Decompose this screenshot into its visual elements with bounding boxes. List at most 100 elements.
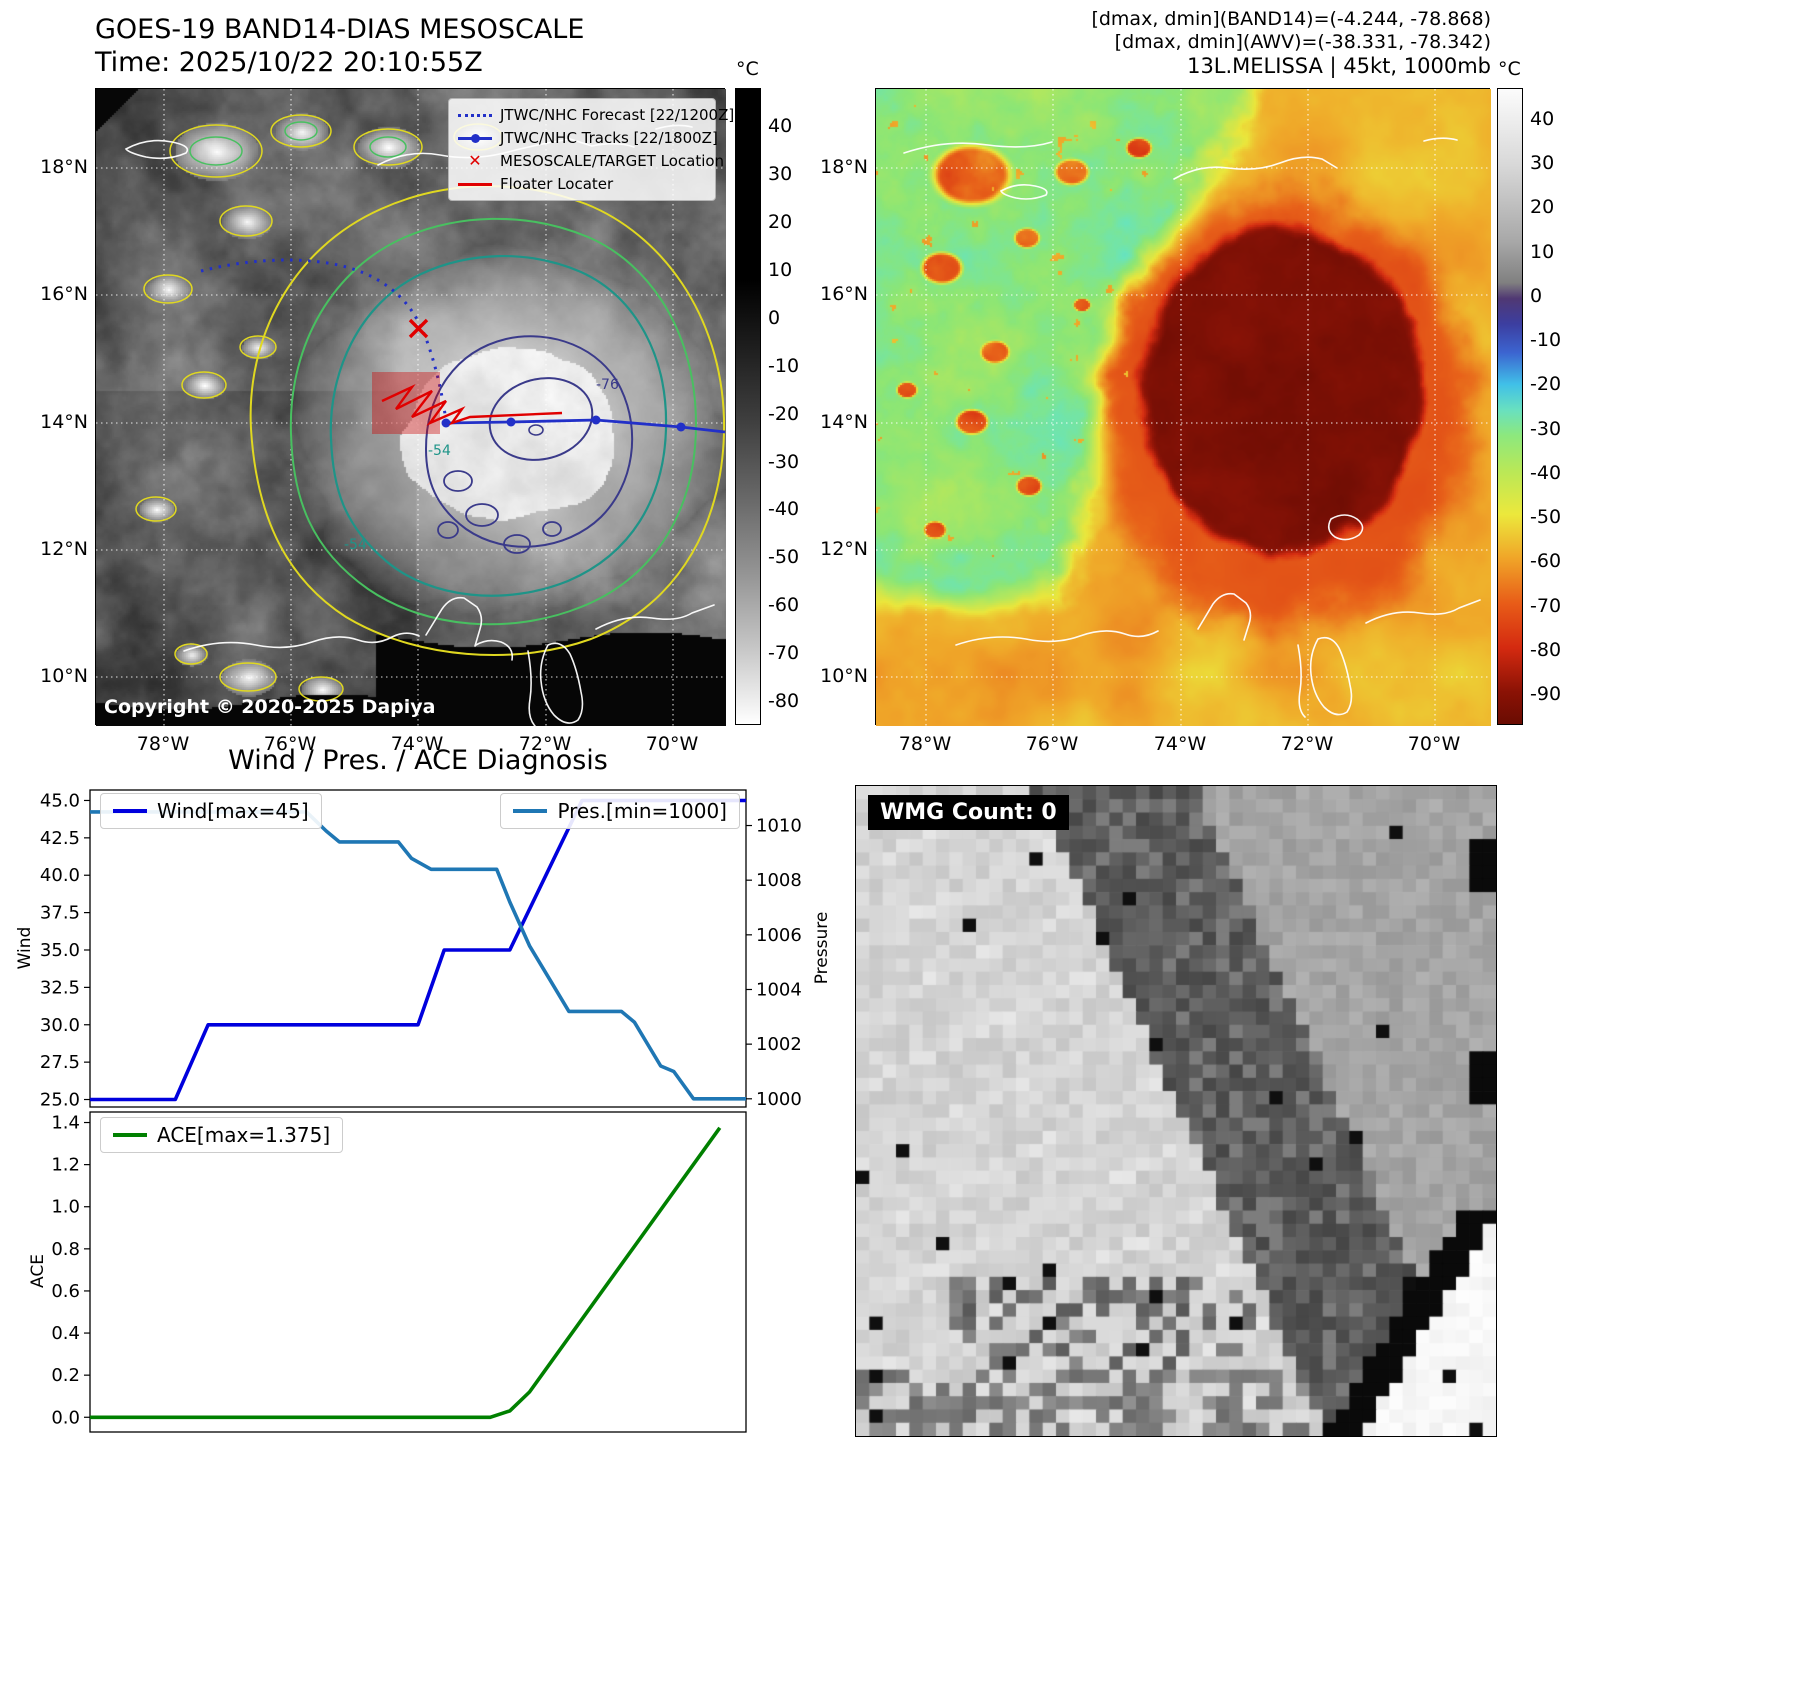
band14-colorbar-tick: -60 (768, 594, 800, 617)
band14-lat-tick: 14°N (40, 411, 88, 433)
awv-panel: [dmax, dmin](BAND14)=(-4.244, -78.868) [… (800, 0, 1801, 755)
band14-lon-tick: 74°W (390, 733, 444, 755)
contour-label: -54 (428, 443, 451, 459)
awv-colorbar-tick: 20 (1530, 196, 1555, 219)
band14-title: GOES-19 BAND14-DIAS MESOSCALE (95, 14, 585, 45)
blue-dotted-line-icon (458, 113, 492, 117)
y-tick-label: 1.4 (51, 1113, 80, 1134)
series-line-0 (90, 1126, 722, 1420)
legend-item-forecast: JTWC/NHC Forecast [22/1200Z] (458, 106, 734, 124)
band14-lon-tick: 72°W (518, 733, 572, 755)
awv-colorbar-tick: -50 (1530, 506, 1562, 529)
plot-border (89, 789, 747, 1108)
floater-locater-line (381, 383, 563, 426)
awv-lat-tick: 14°N (820, 411, 868, 433)
y2-tick-label: 1000 (756, 1089, 802, 1110)
band14-colorbar-ticks: 40 30 20 10 0 -10 -20 -30 -40 -50 -60 -70 -80 (768, 88, 828, 725)
awv-lat-tick: 18°N (820, 156, 868, 178)
y-tick-label: 45.0 (40, 790, 80, 811)
awv-colorbar-tick: -20 (1530, 373, 1562, 396)
band14-colorbar-tick: -40 (768, 498, 800, 521)
wind-axis-label: Wind (15, 926, 35, 970)
y-tick-label: 37.5 (40, 903, 80, 924)
y-tick-label: 35.0 (40, 940, 80, 961)
temperature-contours (135, 114, 726, 702)
awv-colorbar-tick: -70 (1530, 594, 1562, 617)
awv-satellite-image (876, 89, 1491, 726)
ace-chart: 1.4 1.2 1.0 0.8 0.6 0.4 0.2 0.0 (51, 1111, 747, 1433)
contour-value-labels: -54 -54 -76 (344, 377, 619, 553)
awv-colorbar-unit: °C (1498, 58, 1521, 80)
red-x-icon: ✕ (468, 151, 482, 170)
wmg-count-badge: WMG Count: 0 (868, 795, 1069, 830)
legend-label: JTWC/NHC Tracks [22/1800Z] (500, 129, 718, 147)
red-line-icon (458, 182, 492, 186)
awv-colorbar-tick: -90 (1530, 683, 1562, 706)
band14-colorbar-tick: 20 (768, 211, 793, 234)
awv-colorbar-tick: -80 (1530, 638, 1562, 661)
band14-colorbar-tick: 0 (768, 306, 781, 329)
band14-lat-tick: 12°N (40, 538, 88, 560)
awv-colorbar-tick: 30 (1530, 152, 1555, 175)
target-x-marker (408, 318, 429, 339)
band14-panel: GOES-19 BAND14-DIAS MESOSCALE Time: 2025… (0, 0, 800, 755)
y2-tick-label: 1006 (756, 925, 802, 946)
legend-label: MESOSCALE/TARGET Location (500, 152, 725, 170)
band14-map: -54 -54 -76 (95, 88, 734, 726)
y2-tick-label: 1010 (756, 816, 802, 837)
wind-pressure-chart: 45.0 42.5 40.0 37.5 35.0 32.5 30.0 27.5 25.0 1010… (40, 789, 802, 1111)
ace-legend-label: ACE[max=1.375] (157, 1123, 331, 1147)
legend-label: Floater Locater (500, 175, 614, 193)
y-tick-label: 0.8 (51, 1239, 80, 1260)
coastlines (903, 137, 1481, 718)
forecast-track-dotted-line (200, 258, 448, 422)
awv-colorbar-tick: 10 (1530, 240, 1555, 263)
band14-lon-tick: 70°W (645, 733, 699, 755)
band14-lat-tick: 10°N (40, 665, 88, 687)
y-tick-label: 1.2 (51, 1155, 80, 1176)
y-tick-label: 32.5 (40, 977, 80, 998)
awv-colorbar-ticks: 40 30 20 10 0 -10 -20 -30 -40 -50 -60 -70 -80 -90 (1530, 88, 1590, 725)
band14-lat-tick: 18°N (40, 156, 88, 178)
awv-lon-tick: 76°W (1025, 733, 1079, 755)
floater-marks (372, 318, 563, 434)
legend-item-tracks: JTWC/NHC Tracks [22/1800Z] (458, 129, 718, 147)
awv-lon-tick: 74°W (1153, 733, 1207, 755)
awv-lat-tick: 10°N (820, 665, 868, 687)
copyright-text: Copyright © 2020-2025 Dapiya (104, 696, 436, 718)
band14-lon-tick: 78°W (136, 733, 190, 755)
y-tick-label: 0.6 (51, 1281, 80, 1302)
storm-status-text: 13L.MELISSA | 45kt, 1000mb (1187, 54, 1491, 78)
y-tick-label: 1.0 (51, 1197, 80, 1218)
y-tick-label: 0.2 (51, 1365, 80, 1386)
band14-lon-tick: 76°W (263, 733, 317, 755)
pressure-legend: Pres.[min=1000] (500, 793, 740, 829)
series-line-1 (90, 810, 746, 1101)
y2-tick-label: 1008 (756, 870, 802, 891)
wind-legend-label: Wind[max=45] (157, 799, 309, 823)
y-tick-label: 27.5 (40, 1052, 80, 1073)
awv-colorbar (1497, 88, 1523, 725)
ace-axis-label: ACE (28, 1254, 48, 1288)
awv-colorbar-tick: 0 (1530, 284, 1543, 307)
wmg-pixel-image (855, 785, 1497, 1437)
band14-colorbar-tick: -50 (768, 546, 800, 569)
awv-lon-tick: 72°W (1280, 733, 1334, 755)
band14-lat-tick: 16°N (40, 283, 88, 305)
awv-colorbar-tick: 40 (1530, 107, 1555, 130)
storm-track (200, 258, 726, 434)
wind-line-icon (113, 809, 147, 813)
band14-colorbar (735, 88, 761, 725)
y-tick-label: 42.5 (40, 828, 80, 849)
awv-map (875, 88, 1491, 726)
band14-time: Time: 2025/10/22 20:10:55Z (95, 47, 483, 78)
band14-colorbar-tick: -80 (768, 690, 800, 713)
legend-item-target: ✕ MESOSCALE/TARGET Location (458, 151, 724, 170)
ace-legend: ACE[max=1.375] (100, 1117, 344, 1153)
pressure-line-icon (513, 809, 548, 813)
awv-colorbar-tick: -60 (1530, 550, 1562, 573)
contour-label: -54 (344, 537, 367, 553)
band14-colorbar-tick: -70 (768, 642, 800, 665)
ace-line-icon (113, 1133, 147, 1137)
